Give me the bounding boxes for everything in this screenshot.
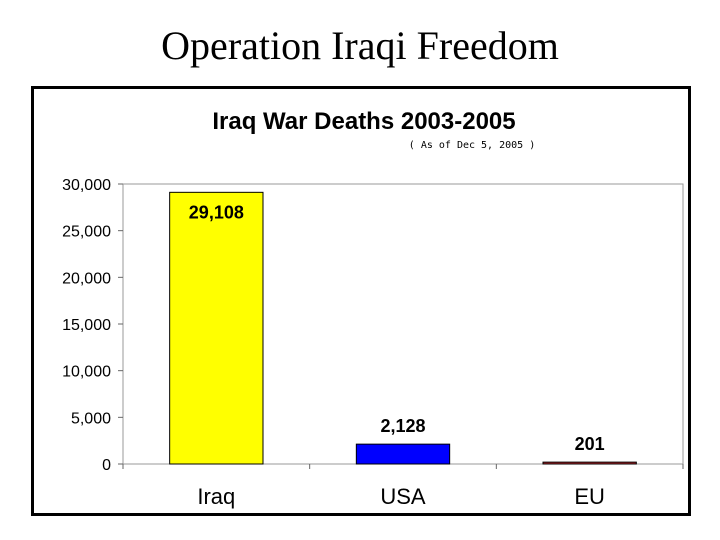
- y-tick-label: 15,000: [62, 317, 111, 334]
- y-tick-label: 0: [102, 457, 111, 474]
- category-label-iraq: Iraq: [197, 484, 235, 509]
- chart-title: Iraq War Deaths 2003-2005: [212, 108, 515, 135]
- category-label-eu: EU: [574, 484, 605, 509]
- y-tick-label: 20,000: [62, 270, 111, 287]
- bar-usa: [355, 443, 451, 465]
- y-tick-label: 10,000: [62, 364, 111, 381]
- category-label-usa: USA: [380, 484, 426, 509]
- data-label-usa: 2,128: [380, 416, 425, 436]
- data-label-eu: 201: [575, 434, 605, 454]
- chart-frame: Iraq War Deaths 2003-2005 ( As of Dec 5,…: [31, 86, 691, 516]
- y-tick-label: 30,000: [62, 177, 111, 194]
- bar-chart: Iraq War Deaths 2003-2005 ( As of Dec 5,…: [62, 108, 684, 509]
- y-tick-label: 25,000: [62, 224, 111, 241]
- data-label-iraq: 29,108: [189, 202, 244, 222]
- bar-eu: [542, 461, 637, 465]
- chart-subtitle: ( As of Dec 5, 2005 ): [409, 140, 535, 151]
- slide-title: Operation Iraqi Freedom: [161, 23, 559, 68]
- y-tick-label: 5,000: [71, 410, 111, 427]
- bar-iraq: [169, 191, 264, 465]
